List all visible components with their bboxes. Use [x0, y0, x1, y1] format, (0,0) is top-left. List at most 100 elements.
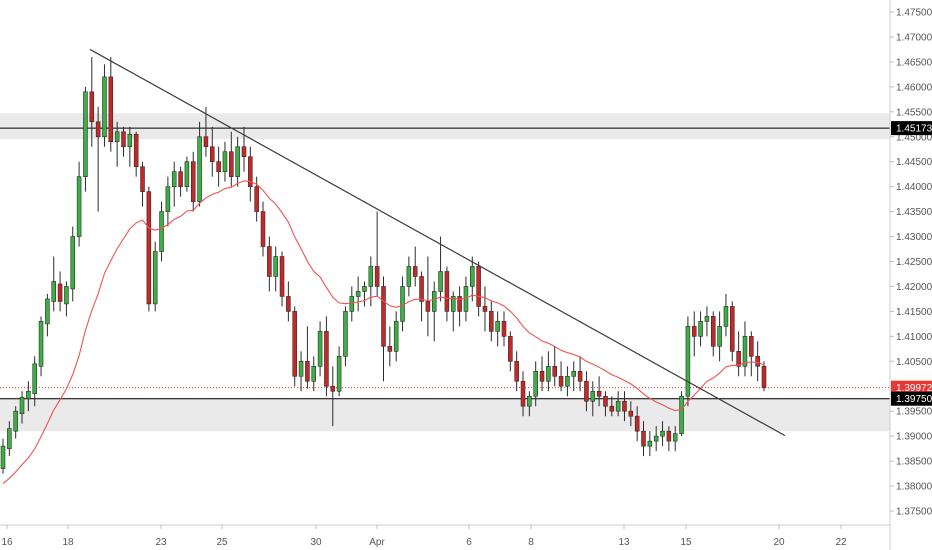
- candle-body: [152, 251, 158, 305]
- candle-body: [286, 296, 291, 312]
- candle: [178, 166, 183, 197]
- candle-body: [660, 430, 665, 437]
- candle-body: [19, 396, 25, 414]
- x-tick-label: 16: [1, 537, 13, 548]
- candle-body: [140, 166, 145, 192]
- x-tick-label: 22: [835, 537, 847, 548]
- candle-body: [7, 428, 12, 449]
- candle: [698, 311, 703, 347]
- candle-body: [641, 430, 646, 447]
- candle: [368, 256, 374, 307]
- candle: [514, 351, 519, 392]
- candle-body: [89, 91, 95, 123]
- x-tick-label: 25: [216, 537, 228, 548]
- candle-body: [406, 266, 412, 287]
- price-levels: [0, 127, 890, 400]
- candle-body: [730, 306, 735, 352]
- trendline: [89, 48, 786, 437]
- candle: [520, 371, 526, 417]
- candle: [558, 361, 564, 392]
- candle: [19, 391, 25, 424]
- candle-body: [666, 430, 672, 442]
- candle-body: [235, 146, 240, 177]
- candle: [165, 176, 171, 227]
- candle: [679, 391, 684, 437]
- candle-body: [584, 380, 589, 402]
- candle-body: [83, 91, 88, 177]
- support-price-tag-bg: [891, 391, 932, 406]
- candle-body: [723, 306, 729, 327]
- candle-body: [64, 286, 69, 305]
- candle: [482, 286, 488, 332]
- candle-body: [216, 161, 221, 172]
- candle: [197, 121, 202, 207]
- candle-body: [190, 161, 196, 202]
- candle-body: [229, 151, 234, 177]
- candle-body: [108, 76, 114, 143]
- y-tick-label: 1.42000: [896, 282, 932, 293]
- candle-body: [685, 326, 691, 397]
- support-zone: [0, 397, 890, 432]
- candle-body: [127, 133, 133, 148]
- candle-body: [298, 360, 304, 377]
- candle-body: [38, 321, 44, 367]
- candle: [159, 201, 164, 262]
- candle: [248, 146, 253, 202]
- candle: [489, 301, 494, 342]
- candle-body: [476, 266, 481, 307]
- candle: [412, 246, 418, 287]
- candle: [615, 391, 621, 417]
- candle-body: [704, 316, 710, 322]
- candle-body: [26, 390, 31, 400]
- candle-body: [653, 435, 659, 442]
- x-tick-label: Apr: [369, 537, 385, 548]
- candle: [539, 356, 545, 392]
- candle-body: [457, 296, 462, 312]
- candle-body: [355, 291, 361, 297]
- candle: [190, 151, 196, 212]
- candle: [7, 421, 12, 457]
- candle-body: [254, 186, 259, 212]
- candle: [140, 161, 145, 207]
- candle-body: [425, 301, 431, 312]
- candle-body: [45, 298, 50, 325]
- candle: [127, 126, 133, 167]
- candle-body: [508, 336, 513, 362]
- candle: [457, 286, 462, 327]
- candle: [305, 326, 310, 389]
- candle-body: [691, 326, 697, 337]
- candle: [609, 396, 615, 417]
- candle-body: [489, 311, 494, 332]
- candle-body: [210, 146, 215, 162]
- candle-body: [260, 211, 266, 247]
- candle: [324, 316, 329, 397]
- resistance-price-tag-bg: [891, 121, 932, 136]
- candle-body: [527, 395, 532, 407]
- y-tick-label: 1.42500: [896, 257, 932, 268]
- x-tick-label: 30: [310, 537, 322, 548]
- candle: [590, 381, 596, 417]
- candle-body: [102, 76, 107, 138]
- candle: [438, 236, 443, 302]
- current-price-tag-text: 1.39972: [896, 383, 932, 394]
- candle-body: [755, 356, 760, 367]
- candle: [70, 226, 76, 302]
- y-tick-label: 1.44000: [896, 182, 932, 193]
- y-tick-label: 1.39000: [896, 432, 932, 443]
- candle: [603, 391, 608, 417]
- candle-body: [374, 266, 380, 287]
- candle-body: [222, 151, 228, 172]
- y-tick-label: 1.43000: [896, 232, 932, 243]
- candle-body: [482, 306, 488, 312]
- candle-body: [95, 121, 101, 138]
- candle: [470, 256, 475, 302]
- candle-body: [197, 136, 202, 202]
- y-tick-label: 1.47000: [896, 32, 932, 43]
- candle-body: [311, 365, 317, 382]
- candle-body: [679, 395, 684, 434]
- y-tick-label: 1.44500: [896, 157, 932, 168]
- price-zones: [0, 113, 890, 432]
- candle-body: [571, 370, 577, 377]
- candle: [298, 351, 304, 392]
- candle-body: [381, 286, 386, 347]
